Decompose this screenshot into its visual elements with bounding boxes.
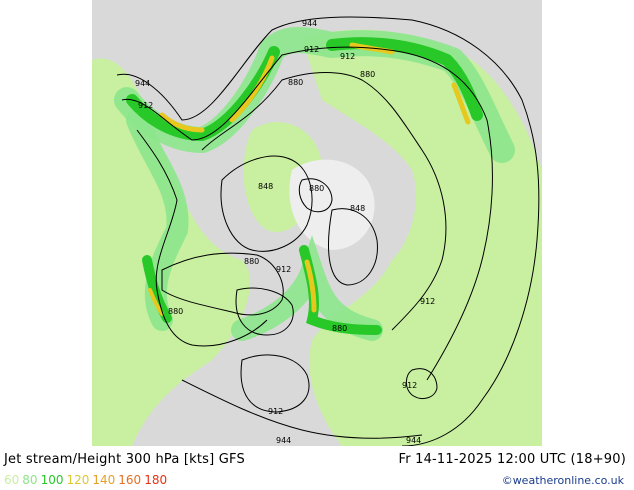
contour-label: 912 [268, 407, 283, 416]
contour-label: 944 [302, 19, 317, 28]
contour-label: 848 [258, 182, 273, 191]
jet-core-4 [451, 82, 471, 125]
jet-core-6 [148, 288, 164, 316]
contour-label: 944 [406, 436, 421, 445]
arctic-ice [289, 159, 375, 250]
contour-label: 880 [332, 324, 347, 333]
legend-item: 140 [92, 473, 116, 487]
contour-label: 880 [168, 307, 183, 316]
contour-label: 880 [360, 70, 375, 79]
legend-item: 100 [40, 473, 64, 487]
map-canvas: 944 912 912 880 880 944 912 848 880 848 … [92, 16, 542, 446]
jet-band-strong [126, 46, 280, 141]
contour-label: 912 [276, 265, 291, 274]
copyright-link[interactable]: ©weatheronline.co.uk [501, 474, 624, 487]
legend-item: 60 [4, 473, 20, 487]
legend-item: 120 [66, 473, 90, 487]
forecast-datetime: Fr 14-11-2025 12:00 UTC (18+90) [398, 452, 626, 467]
contour-label: 880 [288, 78, 303, 87]
contour-label-group: 944 912 912 880 880 944 912 848 880 848 … [135, 19, 435, 445]
legend-item: 80 [22, 473, 38, 487]
contour-label: 912 [402, 381, 417, 390]
jet-band-strong-2 [326, 37, 483, 121]
contour-label: 912 [138, 101, 153, 110]
jet-core-3 [349, 42, 395, 55]
jet-core [159, 112, 205, 133]
jet-core-2 [229, 55, 275, 123]
contour-label: 912 [340, 52, 355, 61]
contour-label: 912 [304, 45, 319, 54]
jet-band-strong-3 [142, 255, 172, 323]
map-title: Jet stream/Height 300 hPa [kts] GFS [4, 452, 245, 467]
weather-map: 944 912 912 880 880 944 912 848 880 848 … [92, 0, 542, 446]
jet-core-5 [304, 259, 317, 313]
contour-label: 944 [276, 436, 291, 445]
map-caption: Jet stream/Height 300 hPa [kts] GFS Fr 1… [0, 446, 634, 490]
height-contours [116, 16, 540, 446]
contour-label: 880 [309, 184, 324, 193]
legend-item: 180 [144, 473, 168, 487]
contour-label: 912 [420, 297, 435, 306]
contour-label: 848 [350, 204, 365, 213]
contour-label: 880 [244, 257, 259, 266]
contour-label: 944 [135, 79, 150, 88]
wind-speed-legend: 60 80 100 120 140 160 180 [4, 473, 170, 487]
legend-item: 160 [118, 473, 142, 487]
